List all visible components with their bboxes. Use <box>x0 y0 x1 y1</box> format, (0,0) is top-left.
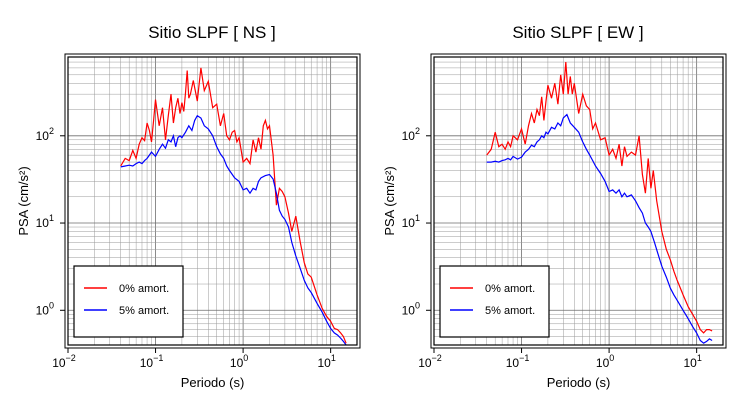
x-tick-label: 10−1 <box>140 353 164 370</box>
y-axis-label: PSA (cm/s²) <box>382 166 397 235</box>
y-tick-label: 102 <box>36 126 54 143</box>
chart-title: Sitio SLPF [ EW ] <box>512 23 643 42</box>
y-tick-label: 101 <box>36 213 54 230</box>
y-tick-label: 100 <box>402 300 420 317</box>
y-axis-label: PSA (cm/s²) <box>16 166 31 235</box>
legend: 0% amort. 5% amort. <box>73 265 184 338</box>
plot-frame-outer <box>64 53 361 349</box>
series-line-0 <box>486 62 713 334</box>
x-tick-label: 10−2 <box>52 353 76 370</box>
chart-title: Sitio SLPF [ NS ] <box>148 23 276 42</box>
x-tick-label: 10−2 <box>418 353 442 370</box>
series-line-1 <box>486 113 713 344</box>
plot-frame <box>433 56 724 346</box>
x-tick-label: 101 <box>683 353 701 370</box>
series-line-0 <box>120 67 347 344</box>
legend-box <box>73 265 184 338</box>
legend-entry: 5% amort. <box>485 305 535 317</box>
x-tick-label: 100 <box>596 353 614 370</box>
x-tick-label: 100 <box>230 353 248 370</box>
legend: 0% amort. 5% amort. <box>439 265 550 338</box>
y-tick-label: 100 <box>36 300 54 317</box>
plot-frame-outer <box>430 53 727 349</box>
y-tick-label: 102 <box>402 126 420 143</box>
legend-box <box>439 265 550 338</box>
legend-entry: 5% amort. <box>119 305 169 317</box>
plot-frame <box>67 56 358 346</box>
y-tick-label: 101 <box>402 213 420 230</box>
legend-entry: 0% amort. <box>485 283 535 295</box>
x-axis-label: Periodo (s) <box>181 375 245 390</box>
x-tick-label: 10−1 <box>506 353 530 370</box>
chart-ns: Sitio SLPF [ NS ] 10−2 10−1 100 101 100 101 102… <box>16 23 361 390</box>
x-axis-label: Periodo (s) <box>547 375 611 390</box>
x-tick-label: 101 <box>317 353 335 370</box>
chart-ew: Sitio SLPF [ EW ] 10−2 10−1 100 101 100 101 102… <box>382 23 727 390</box>
series-line-1 <box>120 114 347 345</box>
legend-entry: 0% amort. <box>119 283 169 295</box>
